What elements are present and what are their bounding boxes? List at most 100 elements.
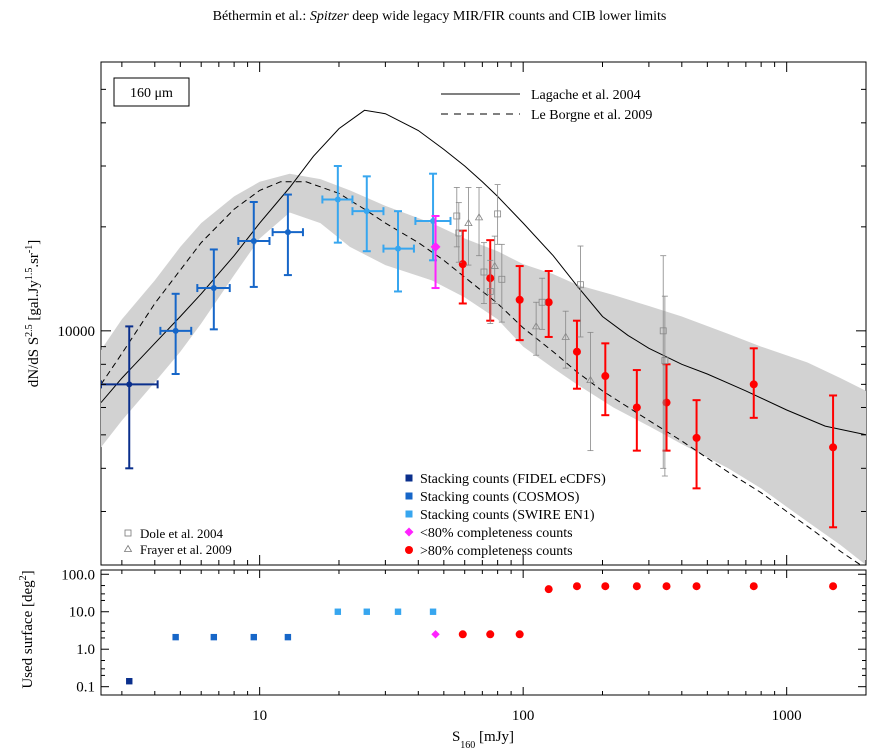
data-point bbox=[601, 372, 610, 381]
legend-point-label: Stacking counts (FIDEL eCDFS) bbox=[420, 472, 606, 487]
surface-point bbox=[632, 582, 641, 591]
surface-point bbox=[692, 582, 701, 591]
surface-point bbox=[431, 630, 440, 639]
surface-point bbox=[662, 582, 671, 591]
legend-model-label: Le Borgne et al. 2009 bbox=[531, 108, 652, 123]
surface-point bbox=[458, 630, 467, 639]
legend-ref-marker bbox=[123, 544, 133, 552]
series-2 bbox=[321, 165, 452, 293]
data-point bbox=[659, 327, 667, 335]
wavelength-box-label: 160 μm bbox=[130, 86, 173, 101]
legend-point-label: Stacking counts (COSMOS) bbox=[420, 490, 580, 505]
data-point bbox=[455, 229, 463, 237]
data-point bbox=[334, 196, 341, 203]
counts-plot-area bbox=[101, 109, 866, 565]
surface-point bbox=[363, 608, 370, 615]
y-tick-label: 10000 bbox=[58, 324, 96, 340]
surface-panel-frame bbox=[100, 569, 867, 696]
legend-marker bbox=[404, 527, 414, 537]
data-point bbox=[486, 288, 494, 295]
data-point bbox=[498, 275, 506, 283]
data-point bbox=[692, 433, 701, 442]
x-tick-label: 100 bbox=[512, 708, 535, 724]
surface-point bbox=[749, 582, 758, 591]
y-axis-label: dN/dS S2.5 [gal.Jy1.5.sr-1] bbox=[24, 240, 42, 388]
surface-point bbox=[544, 585, 553, 594]
surface-panel: 0.1 1.0 10.0 100.0 10 100 1000 Used surface [de… bbox=[18, 567, 867, 751]
data-point bbox=[453, 212, 461, 220]
data-point bbox=[572, 347, 581, 356]
legend-point-label: Stacking counts (SWIRE EN1) bbox=[420, 508, 595, 523]
data-point bbox=[172, 327, 179, 334]
surface-point bbox=[250, 633, 257, 641]
surface-y-tick-label: 10.0 bbox=[69, 605, 95, 621]
surface-point bbox=[334, 608, 342, 615]
data-point bbox=[586, 375, 595, 384]
x-tick-label: 10 bbox=[252, 708, 267, 724]
surface-y-tick-label: 0.1 bbox=[76, 680, 95, 696]
surface-point bbox=[572, 582, 581, 591]
legend-ref-marker bbox=[124, 529, 132, 537]
data-point bbox=[829, 443, 838, 452]
data-point bbox=[632, 403, 641, 412]
data-point bbox=[126, 381, 133, 388]
header-italic: Spitzer bbox=[309, 9, 349, 24]
surface-point bbox=[486, 630, 495, 639]
data-point bbox=[531, 322, 541, 330]
surface-point bbox=[515, 630, 524, 639]
data-point bbox=[662, 398, 671, 407]
legend-marker bbox=[405, 492, 413, 500]
data-point bbox=[749, 380, 758, 389]
surface-point bbox=[394, 608, 402, 615]
series-4 bbox=[458, 229, 838, 529]
wavelength-box bbox=[113, 77, 190, 107]
surface-axes: 0.1 1.0 10.0 100.0 10 100 1000 Used surface [de… bbox=[18, 567, 867, 751]
surface-y-tick-label: 100.0 bbox=[61, 567, 95, 583]
data-point bbox=[577, 281, 584, 289]
x-axis-label: S160 [mJy] bbox=[452, 729, 514, 751]
data-point bbox=[490, 261, 499, 269]
figure-running-header: Béthermin et al.: Spitzer deep wide lega… bbox=[0, 8, 879, 26]
data-point bbox=[250, 237, 257, 244]
model-leborgne-line bbox=[101, 181, 862, 565]
data-point bbox=[210, 285, 217, 292]
data-point bbox=[284, 229, 291, 236]
legend-point-label: <80% completeness counts bbox=[420, 526, 573, 541]
data-point bbox=[561, 332, 570, 340]
data-point bbox=[544, 298, 553, 307]
legend-point-label: >80% completeness counts bbox=[420, 544, 573, 559]
surface-series-0 bbox=[126, 678, 133, 685]
legend-marker bbox=[405, 474, 413, 482]
header-title: deep wide legacy MIR/FIR counts and CIB … bbox=[348, 9, 667, 24]
surface-point bbox=[601, 582, 610, 591]
counts-panel: 10000 dN/dS S2.5 [gal.Jy1.5.sr-1] 160 μm L… bbox=[24, 61, 867, 566]
header-authors: Béthermin et al.: bbox=[212, 9, 310, 24]
series-3 bbox=[430, 214, 441, 290]
x-tick-label: 1000 bbox=[772, 708, 802, 724]
legend-marker bbox=[405, 546, 413, 554]
surface-series-1 bbox=[172, 633, 292, 641]
data-point bbox=[458, 260, 467, 269]
surface-y-axis-label: Used surface [deg2] bbox=[18, 570, 36, 688]
data-point bbox=[661, 357, 669, 365]
surface-point bbox=[126, 678, 133, 685]
data-point bbox=[430, 241, 441, 252]
data-point bbox=[464, 218, 473, 227]
surface-point bbox=[284, 633, 292, 641]
counts-panel-frame bbox=[100, 61, 867, 566]
surface-point bbox=[429, 608, 437, 615]
surface-plot-area bbox=[126, 582, 838, 685]
legend-marker bbox=[405, 510, 413, 518]
surface-series-4 bbox=[458, 582, 838, 639]
legend-ref-label: Dole et al. 2004 bbox=[140, 526, 224, 541]
model-lagache-line bbox=[101, 109, 866, 436]
counts-axes: 10000 dN/dS S2.5 [gal.Jy1.5.sr-1] bbox=[24, 61, 867, 565]
series-1 bbox=[159, 193, 304, 376]
data-point bbox=[395, 245, 402, 252]
data-point bbox=[480, 268, 488, 276]
model-uncertainty-band bbox=[101, 173, 866, 565]
surface-y-tick-label: 1.0 bbox=[76, 642, 95, 658]
legend-ref-label: Frayer et al. 2009 bbox=[140, 542, 232, 557]
data-point bbox=[494, 210, 502, 218]
